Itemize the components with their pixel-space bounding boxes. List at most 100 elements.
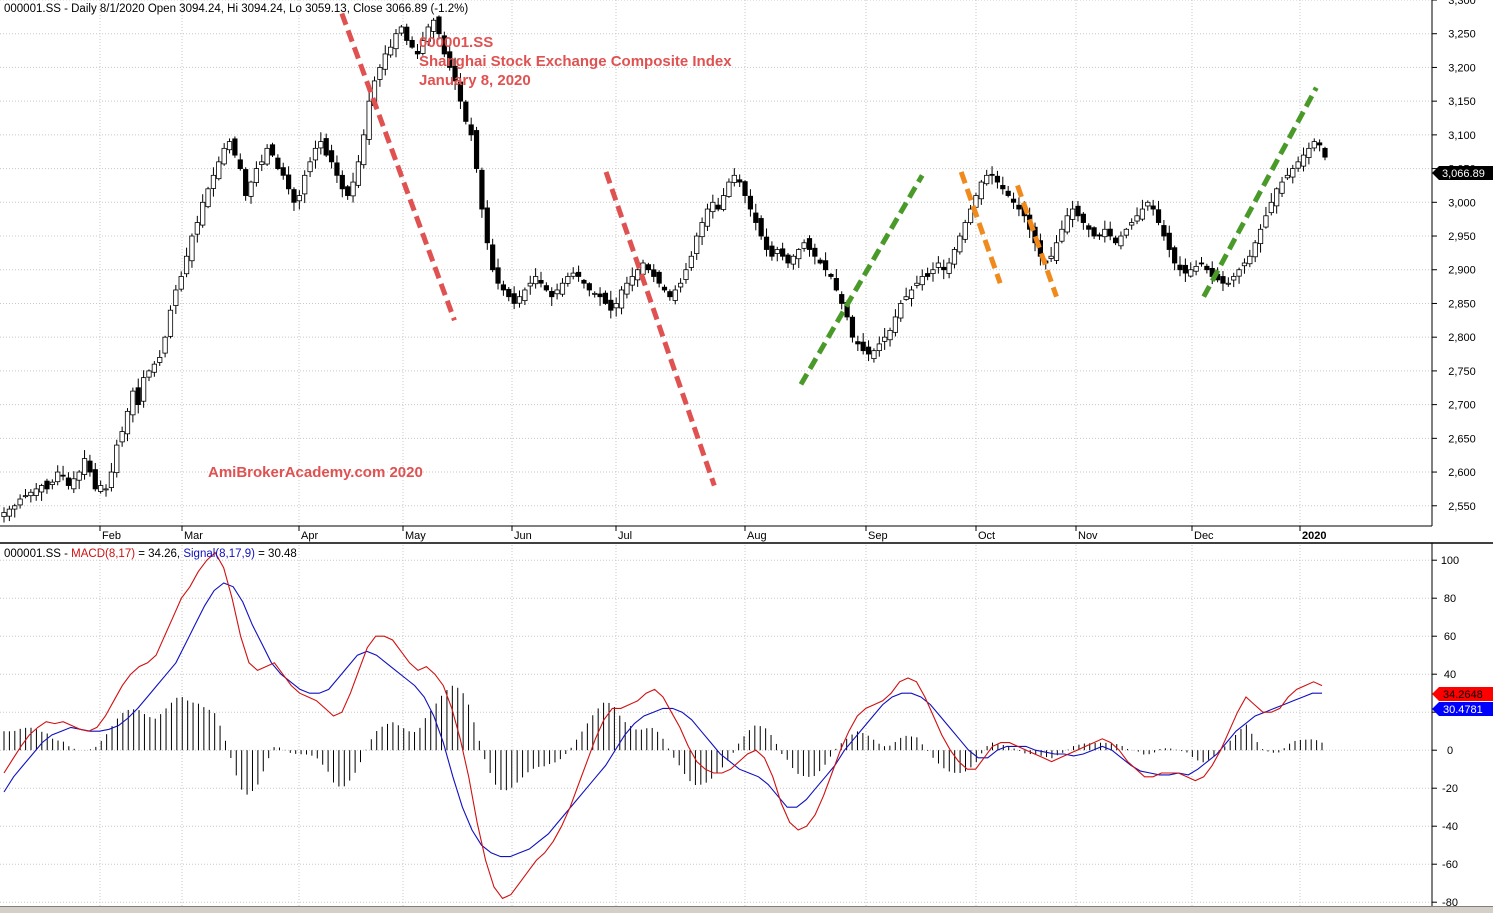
candle (1016, 197, 1022, 217)
candle (608, 290, 614, 319)
trendline-orange (958, 171, 1003, 285)
candle (1000, 176, 1006, 195)
candle (678, 278, 684, 293)
candle (839, 291, 845, 310)
candle (216, 156, 222, 181)
candle (286, 166, 292, 195)
candle (6, 505, 12, 522)
candle (629, 267, 635, 292)
candle (1086, 223, 1092, 238)
macd-tick-label: 0 (1447, 745, 1453, 757)
candle (1080, 212, 1086, 230)
candle (597, 287, 603, 306)
chart-title-line-1: 000001.SS (419, 34, 493, 51)
candle (506, 286, 512, 302)
candle (554, 283, 560, 300)
candle (1134, 207, 1140, 225)
candle (930, 262, 936, 282)
candle (393, 28, 399, 58)
candle (398, 24, 404, 36)
trendline-orange (1015, 184, 1059, 298)
candle (17, 494, 23, 509)
candle (833, 268, 839, 292)
signal-badge-label: 30.4781 (1443, 704, 1483, 716)
candle (1145, 200, 1151, 211)
macd-tick-label: -40 (1442, 821, 1458, 833)
candle (259, 154, 265, 172)
candle (898, 300, 904, 322)
month-label: 2020 (1302, 530, 1326, 542)
candle (302, 170, 308, 204)
candle (962, 219, 968, 243)
candle (447, 46, 453, 71)
candle (473, 126, 480, 173)
candle (1139, 199, 1146, 222)
candle (71, 471, 77, 494)
macd-badge-label: 34.2648 (1443, 689, 1483, 701)
candle (178, 271, 184, 292)
candle (1241, 258, 1248, 274)
candle (984, 169, 990, 186)
candle (1048, 246, 1054, 262)
candle (747, 189, 754, 217)
candle (425, 23, 431, 46)
candle (586, 282, 592, 297)
candle (1231, 272, 1237, 288)
candle (694, 232, 700, 260)
candle (688, 251, 694, 271)
candle (624, 276, 630, 299)
price-grid (0, 0, 1432, 526)
candle (645, 262, 651, 274)
candle (720, 188, 727, 212)
price-x-axis: Feb Mar Apr May Jun Jul Aug Sep Oct Nov Dec 2020 (99, 526, 1326, 542)
candle (200, 194, 206, 228)
price-y-axis: 2,550 2,600 2,650 2,700 2,750 2,800 2,850 2,900… (1432, 0, 1476, 513)
candle (801, 239, 807, 252)
candle (55, 465, 61, 486)
month-label: Aug (747, 530, 767, 542)
candle (264, 144, 270, 167)
price-tick-label: 3,100 (1448, 130, 1476, 142)
trendline-red (603, 171, 717, 487)
price-tick-label: 2,700 (1448, 400, 1476, 412)
candle (280, 162, 286, 180)
candle (1204, 263, 1210, 274)
candle (865, 340, 872, 362)
macd-tick-label: 80 (1444, 593, 1456, 605)
candle (1268, 193, 1274, 216)
candle (672, 285, 678, 305)
candle (1247, 249, 1253, 268)
trendline-green (1201, 86, 1319, 298)
macd-tick-label: 100 (1441, 555, 1459, 567)
candle (377, 64, 383, 87)
candle (92, 462, 98, 492)
candle (806, 235, 813, 257)
candle (618, 286, 625, 315)
candle (183, 247, 190, 278)
sheet-tabs[interactable] (0, 906, 1493, 913)
candle (103, 484, 109, 497)
candle (989, 166, 995, 185)
candle (533, 268, 539, 289)
candle (468, 117, 474, 141)
candle (226, 138, 233, 154)
signal-value-badge: 30.4781 (1432, 702, 1493, 716)
month-label: May (405, 530, 426, 542)
candle (130, 387, 136, 423)
candle (210, 167, 217, 197)
candle (1225, 277, 1231, 287)
candle (414, 44, 421, 59)
candle (522, 287, 528, 306)
candle (1311, 138, 1317, 152)
last-price-label: 3,066.89 (1442, 168, 1485, 180)
candle (651, 264, 657, 283)
price-tick-label: 3,150 (1448, 96, 1476, 108)
candle (753, 203, 759, 231)
price-tick-label: 2,800 (1448, 332, 1476, 344)
candle (1150, 199, 1156, 216)
candle (173, 284, 179, 314)
candle (361, 129, 367, 169)
candle (1284, 167, 1291, 180)
candle (1172, 245, 1178, 271)
price-tick-label: 2,650 (1448, 433, 1476, 445)
